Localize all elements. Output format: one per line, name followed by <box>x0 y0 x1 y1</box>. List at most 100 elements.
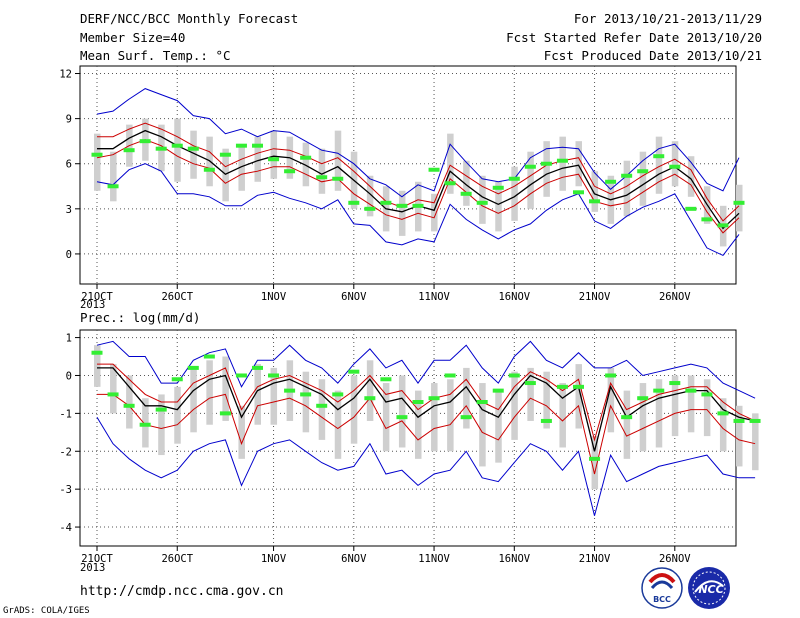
spread-box <box>671 375 679 437</box>
observed-marker <box>637 169 649 174</box>
spread-box <box>174 386 181 444</box>
observed-marker <box>540 418 552 423</box>
spread-box <box>431 193 438 232</box>
bcc-logo: BCC <box>641 567 683 609</box>
lower-spread-line <box>96 139 740 234</box>
spread-box <box>447 133 454 194</box>
x-tick-label: 16NOV <box>498 553 530 565</box>
observed-marker <box>155 146 167 151</box>
x-tick-label: 26NOV <box>659 291 691 303</box>
spread-box <box>238 405 245 459</box>
lower-envelope-line <box>96 163 740 257</box>
source-url[interactable]: http://cmdp.ncc.cma.gov.cn <box>80 584 284 599</box>
spread-box <box>415 390 422 459</box>
lower-spread-line <box>97 393 756 475</box>
spread-box <box>382 383 390 452</box>
x-tick-label: 26NOV <box>659 553 691 565</box>
x-tick-label: 26OCT <box>161 291 193 303</box>
y-tick-label: 0 <box>66 370 72 382</box>
spread-box <box>543 371 550 429</box>
fcst-started-label: Fcst Started Refer Date 2013/10/20 <box>506 30 762 45</box>
observed-marker <box>605 179 617 184</box>
observed-marker <box>621 415 633 420</box>
x-tick-label: 1NOV <box>261 291 287 303</box>
observed-marker <box>316 403 328 408</box>
observed-marker <box>300 392 312 397</box>
observed-marker <box>235 143 247 148</box>
spread-box <box>623 160 631 217</box>
lower-envelope-line <box>96 416 756 516</box>
precipitation-panel: -4 -3 -2 -1 0 1 21OCT 26OCT 1NOV 6NOV 11NOV 16NOV 21… <box>59 329 761 565</box>
observed-marker <box>476 400 488 404</box>
observed-marker <box>284 388 296 393</box>
observed-marker <box>492 185 504 190</box>
x-tick-label: 1NOV <box>261 553 287 565</box>
x-tick-label: 11NOV <box>418 553 450 565</box>
observed-marker <box>107 392 119 397</box>
temp-panel-title: Mean Surf. Temp.: °C <box>80 48 231 63</box>
observed-marker <box>669 164 681 169</box>
observed-marker <box>171 143 183 148</box>
spread-box <box>94 345 101 387</box>
observed-marker <box>396 415 408 420</box>
observed-marker <box>300 155 312 160</box>
observed-marker <box>733 418 745 423</box>
spread-box <box>222 356 229 421</box>
spread-box <box>495 181 502 232</box>
ncc-logo: NCC <box>688 567 730 609</box>
observed-marker <box>621 173 633 178</box>
spread-box <box>270 130 278 179</box>
observed-marker <box>428 396 440 401</box>
observed-marker <box>460 191 472 196</box>
observed-marker <box>284 169 296 174</box>
observed-marker <box>444 373 456 378</box>
x-tick-label: 11NOV <box>418 291 450 303</box>
observed-marker <box>508 373 520 378</box>
observed-marker <box>380 377 392 382</box>
spread-box <box>126 375 133 429</box>
observed-marker <box>364 396 376 401</box>
observed-marker <box>203 167 215 172</box>
spread-box <box>222 148 229 202</box>
upper-envelope-line <box>96 88 740 198</box>
temp-year-label: 2013 <box>80 299 105 311</box>
spread-box <box>334 390 342 459</box>
observed-marker <box>268 373 280 378</box>
spread-box <box>736 184 743 232</box>
spread-box <box>703 379 711 437</box>
spread-box <box>206 360 213 425</box>
observed-marker <box>476 200 488 205</box>
x-tick-label: 16NOV <box>498 291 530 303</box>
observed-marker <box>107 184 119 189</box>
prec-year-label: 2013 <box>80 562 105 574</box>
x-tick-label: 21NOV <box>579 553 611 565</box>
observed-marker <box>396 203 408 208</box>
observed-marker <box>685 388 697 393</box>
spread-box <box>398 190 406 236</box>
observed-marker <box>91 350 103 355</box>
spread-box <box>190 367 197 433</box>
y-tick-label: -1 <box>59 408 72 420</box>
observed-marker <box>524 381 536 386</box>
observed-marker <box>605 373 617 378</box>
spread-box <box>254 136 261 182</box>
observed-marker <box>316 175 328 180</box>
spread-box <box>639 383 647 452</box>
spread-box <box>511 371 518 440</box>
observed-marker <box>669 381 681 386</box>
spread-box <box>110 364 117 414</box>
spread-box <box>623 390 631 459</box>
chart-title: DERF/NCC/BCC Monthly Forecast <box>80 11 298 26</box>
y-tick-label: 0 <box>66 249 72 261</box>
spread-box <box>591 171 599 212</box>
y-tick-label: 12 <box>59 69 72 81</box>
observed-marker <box>589 456 601 461</box>
observed-marker <box>91 152 103 157</box>
ensemble-mean-line <box>97 367 756 452</box>
ncc-logo-text: NCC <box>698 583 723 596</box>
observed-marker <box>235 373 247 378</box>
observed-marker <box>219 152 231 157</box>
observed-marker <box>685 206 697 211</box>
observed-marker <box>637 396 649 401</box>
observed-marker <box>749 418 761 423</box>
